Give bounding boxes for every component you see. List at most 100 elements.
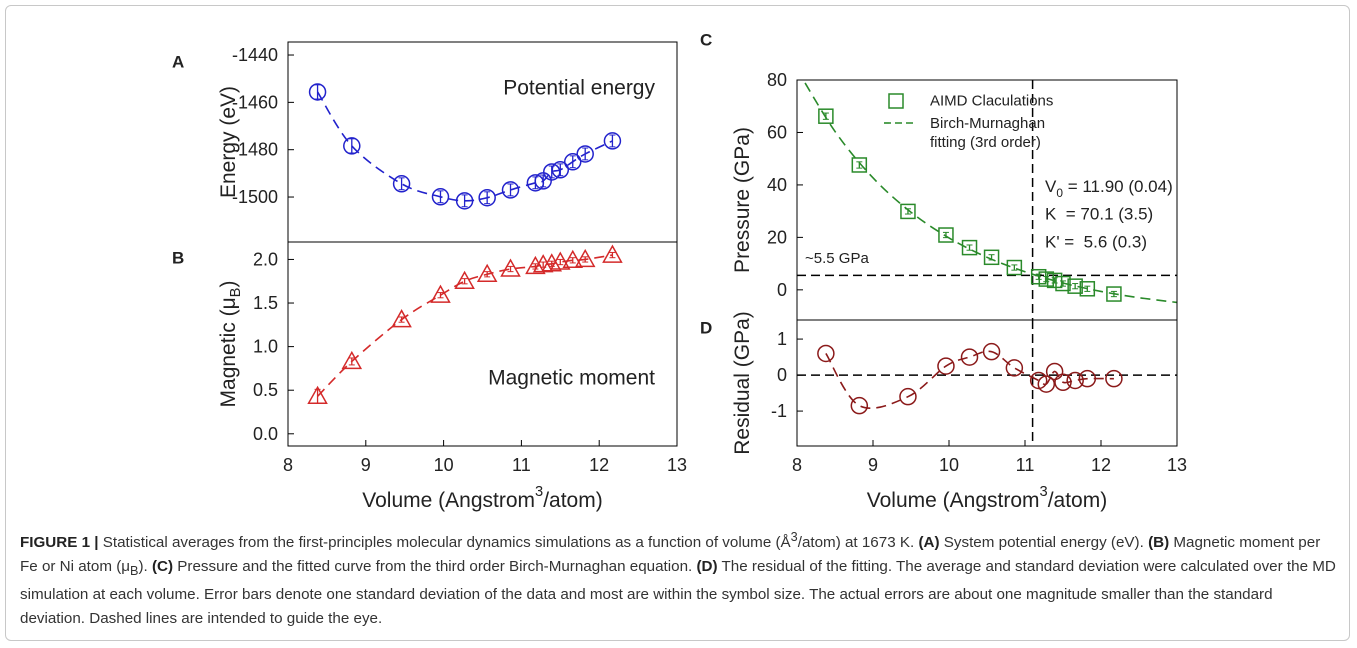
- marker: [817, 344, 835, 363]
- text-run: Energy (eV): [217, 86, 240, 198]
- panel-letter: B: [172, 249, 184, 268]
- caption-run: B: [130, 563, 139, 578]
- x-tick-label: 8: [792, 455, 802, 475]
- marker: [1106, 286, 1122, 302]
- caption-run: System potential energy (eV).: [939, 534, 1149, 552]
- caption-run: Statistical averages from the first-prin…: [98, 534, 791, 552]
- y-tick-label: 0: [777, 280, 787, 300]
- caption-run: /atom) at 1673 K.: [797, 534, 919, 552]
- legend-marker: [888, 93, 904, 109]
- marker: [430, 284, 451, 303]
- marker: [851, 157, 868, 173]
- figure-frame: [5, 5, 1350, 641]
- marker: [1046, 272, 1063, 289]
- annotation: K = 70.1 (3.5): [1045, 205, 1153, 224]
- annotation: Potential energy: [503, 77, 655, 100]
- figure: A -1500 -1480 -1460 -1440 Energy (eV) Potentia…: [172, 31, 1187, 512]
- caption-run: (D): [696, 557, 718, 575]
- marker: [532, 254, 554, 273]
- x-tick-label: 10: [939, 455, 959, 475]
- marker: [391, 309, 412, 328]
- marker: [899, 387, 917, 406]
- y-tick-label: 0.5: [253, 380, 278, 400]
- caption: FIGURE 1 | Statistical averages from the…: [20, 526, 1338, 630]
- text-run: Residual (GPa): [731, 311, 754, 455]
- x-tick-label: 12: [1091, 455, 1111, 475]
- marker: [603, 132, 622, 150]
- marker: [1078, 369, 1097, 388]
- text-run: V: [1045, 177, 1057, 196]
- y-tick-label: -1480: [232, 140, 278, 160]
- x-tick-label: 8: [283, 455, 293, 475]
- text-run: B: [228, 287, 244, 297]
- y-tick-label: 1.0: [253, 337, 278, 357]
- marker: [961, 239, 978, 256]
- marker: [392, 175, 411, 193]
- reference-label: ~5.5 GPa: [805, 250, 869, 267]
- dashed-line: [825, 350, 1114, 410]
- marker: [476, 263, 498, 283]
- marker: [501, 181, 520, 199]
- plot-frame: [796, 319, 1178, 447]
- marker: [982, 342, 1001, 361]
- y-axis-label: Magnetic (μB): [217, 281, 245, 408]
- marker: [1037, 375, 1056, 393]
- legend-label: Birch-Murnaghan fitting (3rd order): [930, 115, 1045, 151]
- marker: [576, 145, 594, 163]
- annotation: V0 = 11.90 (0.04): [1045, 177, 1173, 201]
- x-tick-label: 10: [434, 455, 454, 475]
- annotation: K' = 5.6 (0.3): [1045, 233, 1147, 252]
- dashed-line: [316, 91, 613, 202]
- y-tick-label: -1500: [232, 187, 278, 207]
- caption-run: The residual of the fitting. The average…: [20, 557, 1336, 627]
- text-run: /atom): [543, 489, 603, 512]
- caption-run: Magnetic moment per Fe or Ni atom (μ: [20, 534, 1321, 575]
- y-axis-label: Residual (GPa): [731, 311, 754, 455]
- marker: [562, 249, 584, 269]
- marker: [900, 203, 916, 220]
- marker: [525, 255, 546, 275]
- marker: [938, 227, 954, 243]
- marker: [1038, 271, 1055, 287]
- x-tick-label: 13: [1167, 455, 1187, 475]
- marker: [308, 83, 327, 101]
- y-tick-label: 1: [777, 329, 787, 349]
- y-tick-label: 1.5: [253, 293, 278, 313]
- marker: [1055, 275, 1071, 292]
- marker: [478, 188, 496, 207]
- y-tick-label: 0: [777, 365, 787, 385]
- y-axis-label: Pressure (GPa): [731, 127, 754, 273]
- marker: [431, 188, 450, 206]
- marker: [574, 248, 596, 268]
- marker: [1067, 278, 1083, 294]
- marker: [500, 258, 521, 277]
- plot-frame: [287, 41, 678, 243]
- x-tick-label: 12: [589, 455, 609, 475]
- text-run: Volume (Angstrom: [362, 489, 535, 512]
- marker: [983, 249, 1000, 266]
- y-tick-label: -1460: [232, 92, 278, 112]
- text-run: = 11.90 (0.04): [1063, 177, 1173, 196]
- marker: [1079, 281, 1096, 297]
- marker: [551, 161, 570, 179]
- caption-run: FIGURE 1 |: [20, 534, 99, 552]
- marker: [550, 251, 571, 270]
- caption-run: 3: [790, 530, 798, 544]
- plot-frame: [287, 241, 678, 447]
- panel-letter: D: [700, 319, 712, 338]
- marker: [850, 396, 869, 415]
- marker: [1006, 259, 1023, 276]
- marker: [343, 137, 361, 155]
- annotation: Magnetic moment: [488, 367, 655, 390]
- x-tick-label: 13: [667, 455, 687, 475]
- panel-letter: A: [172, 53, 184, 72]
- marker: [818, 108, 834, 124]
- marker: [1029, 371, 1048, 390]
- x-tick-label: 9: [868, 455, 878, 475]
- x-tick-label: 11: [512, 455, 531, 475]
- text-run: Pressure (GPa): [731, 127, 754, 273]
- y-axis-label: Energy (eV): [217, 86, 240, 198]
- marker: [455, 192, 474, 210]
- x-tick-label: 11: [1016, 455, 1035, 475]
- marker: [1005, 359, 1024, 377]
